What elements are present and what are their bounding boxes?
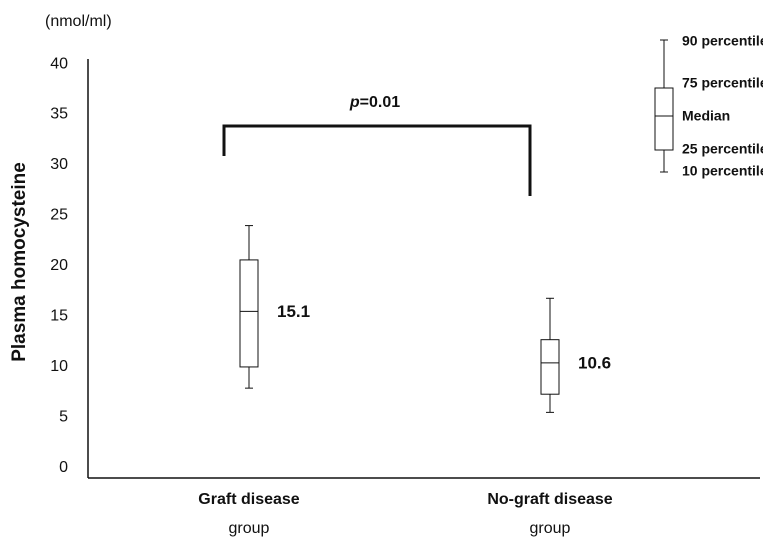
data-point bbox=[224, 397, 232, 404]
data-point bbox=[525, 348, 533, 355]
data-point bbox=[224, 357, 232, 364]
legend-box bbox=[654, 87, 674, 151]
p-number: =0.01 bbox=[360, 94, 401, 111]
data-point bbox=[525, 356, 533, 363]
y-tick-label: 30 bbox=[50, 156, 68, 173]
legend-label: 75 percentile bbox=[682, 75, 763, 91]
y-tick-label: 35 bbox=[50, 106, 68, 123]
y-axis-label: Plasma homocysteine bbox=[9, 162, 30, 362]
y-tick-label: 40 bbox=[50, 55, 68, 72]
data-point bbox=[525, 309, 533, 316]
box bbox=[239, 259, 259, 368]
data-point bbox=[224, 286, 232, 293]
data-point bbox=[525, 402, 533, 409]
p-symbol: p bbox=[349, 94, 360, 111]
data-point bbox=[525, 387, 533, 394]
unit-label: (nmol/ml) bbox=[45, 13, 112, 30]
y-tick-label: 15 bbox=[50, 308, 68, 325]
data-point bbox=[224, 339, 232, 346]
legend: 90 percentile 75 percentile Median 25 pe… bbox=[654, 33, 763, 179]
legend-label: 90 percentile bbox=[682, 33, 763, 49]
legend-label: Median bbox=[682, 108, 730, 124]
data-point bbox=[525, 340, 533, 347]
data-point bbox=[224, 347, 232, 354]
p-value: p=0.01 bbox=[349, 94, 400, 111]
data-point bbox=[224, 270, 232, 277]
y-tick-label: 20 bbox=[50, 257, 68, 274]
legend-label: 25 percentile bbox=[682, 141, 763, 157]
data-point bbox=[224, 165, 232, 172]
legend-label: 10 percentile bbox=[682, 163, 763, 179]
significance-bracket bbox=[222, 124, 532, 196]
data-point bbox=[525, 395, 533, 402]
data-point bbox=[525, 249, 533, 256]
x-tick-sublabel: group bbox=[530, 520, 571, 537]
data-point bbox=[224, 317, 232, 324]
data-point bbox=[525, 300, 533, 307]
data-point bbox=[224, 402, 232, 409]
y-tick-label: 0 bbox=[59, 459, 68, 476]
data-point bbox=[525, 318, 533, 325]
data-point bbox=[224, 232, 232, 239]
y-tick-label: 10 bbox=[50, 358, 68, 375]
data-point bbox=[525, 366, 533, 373]
x-tick-label: Graft disease bbox=[198, 491, 299, 508]
x-tick-sublabel: group bbox=[229, 520, 270, 537]
data-point bbox=[525, 378, 533, 385]
x-tick-label: No-graft disease bbox=[487, 491, 612, 508]
y-tick-label: 5 bbox=[59, 409, 68, 426]
data-point bbox=[224, 379, 232, 386]
box bbox=[540, 339, 560, 395]
data-point bbox=[525, 229, 533, 236]
y-tick-label: 25 bbox=[50, 207, 68, 224]
data-point bbox=[525, 326, 533, 333]
data-point bbox=[525, 407, 533, 414]
data-point bbox=[224, 277, 232, 284]
value-label: 10.6 bbox=[578, 353, 611, 372]
value-label: 15.1 bbox=[277, 302, 310, 321]
data-point bbox=[224, 193, 232, 200]
data-point bbox=[224, 296, 232, 303]
data-point bbox=[224, 331, 232, 338]
